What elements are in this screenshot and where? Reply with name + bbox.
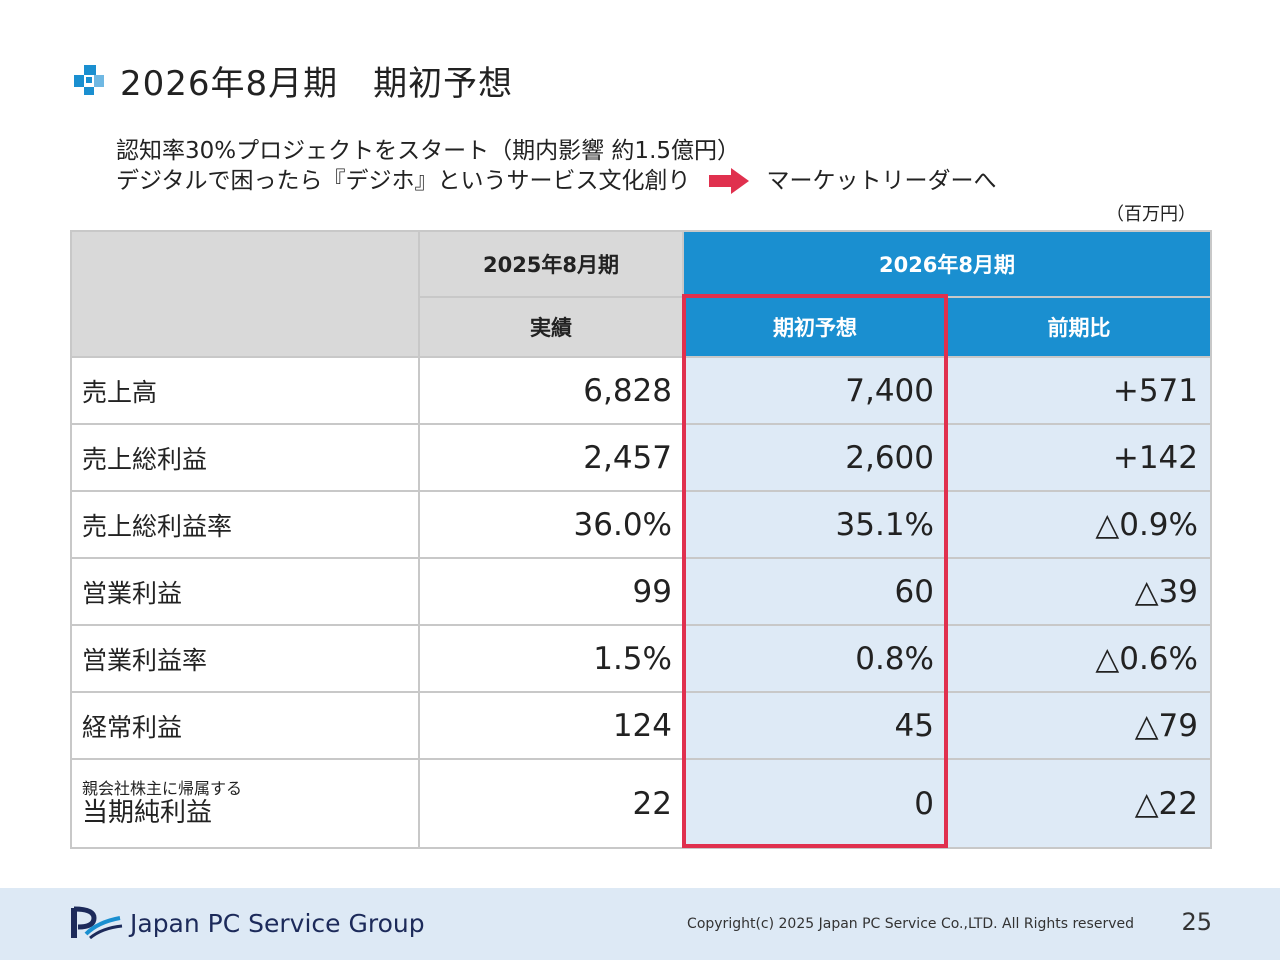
cell-change: △0.9% [946, 490, 1212, 559]
table-row: 経常利益 124 45 △79 [70, 691, 1212, 760]
subtitle-line2-right: マーケットリーダーへ [766, 168, 997, 194]
table-corner-cell [70, 230, 420, 358]
cell-forecast: 0 [682, 758, 948, 849]
cell-change: △22 [946, 758, 1212, 849]
unit-label: （百万円） [1106, 204, 1196, 225]
subheader-forecast: 期初予想 [682, 296, 948, 358]
header-curr-period: 2026年8月期 [682, 230, 1212, 298]
cell-prev: 6,828 [418, 356, 684, 425]
table-row: 親会社株主に帰属する 当期純利益 22 0 △22 [70, 758, 1212, 849]
cell-forecast: 35.1% [682, 490, 948, 559]
subtitle-line2-left: デジタルで困ったら『デジホ』というサービス文化創り [116, 168, 691, 194]
right-arrow-icon [708, 168, 749, 194]
subheader-change: 前期比 [946, 296, 1212, 358]
subtitle-line2: デジタルで困ったら『デジホ』というサービス文化創り マーケットリーダーへ [116, 166, 997, 196]
cell-forecast: 7,400 [682, 356, 948, 425]
cell-change: +571 [946, 356, 1212, 425]
row-label-net-income: 親会社株主に帰属する 当期純利益 [70, 758, 420, 849]
subheader-actual: 実績 [418, 296, 684, 358]
page-title: 2026年8月期 期初予想 [120, 63, 514, 104]
subtitle-line1: 認知率30%プロジェクトをスタート（期内影響 約1.5億円） [116, 138, 741, 164]
table-subheader-row: 実績 期初予想 前期比 [71, 296, 1212, 358]
row-label: 経常利益 [70, 691, 420, 760]
cell-prev: 1.5% [418, 624, 684, 693]
row-label: 売上総利益率 [70, 490, 420, 559]
company-logo-text: Japan PC Service Group [130, 908, 425, 938]
cell-forecast: 45 [682, 691, 948, 760]
cell-change: +142 [946, 423, 1212, 492]
page-number: 25 [1181, 908, 1212, 936]
title-row: 2026年8月期 期初予想 [72, 56, 513, 104]
table-row: 営業利益 99 60 △39 [70, 557, 1212, 626]
table-row: 売上総利益率 36.0% 35.1% △0.9% [70, 490, 1212, 559]
row-label-small: 親会社株主に帰属する [82, 778, 243, 798]
cell-prev: 2,457 [418, 423, 684, 492]
row-label: 営業利益率 [70, 624, 420, 693]
table-header-row: 2025年8月期 2026年8月期 [70, 230, 1212, 358]
cell-prev: 22 [418, 758, 684, 849]
financial-table: 2025年8月期 2026年8月期 実績 期初予想 前期比 売上高 6,828 … [70, 230, 1212, 849]
company-logo-icon [71, 906, 123, 940]
table-row: 営業利益率 1.5% 0.8% △0.6% [70, 624, 1212, 693]
table-row: 売上総利益 2,457 2,600 +142 [70, 423, 1212, 492]
cell-forecast: 60 [682, 557, 948, 626]
row-label: 営業利益 [70, 557, 420, 626]
cell-forecast: 0.8% [682, 624, 948, 693]
copyright-text: Copyright(c) 2025 Japan PC Service Co.,L… [687, 916, 1134, 932]
blue-cross-icon [74, 65, 104, 95]
row-label: 売上高 [70, 356, 420, 425]
cell-change: △39 [946, 557, 1212, 626]
row-label-main: 当期純利益 [82, 797, 213, 828]
cell-change: △79 [946, 691, 1212, 760]
footer: Japan PC Service Group Copyright(c) 2025… [0, 888, 1280, 960]
table-row: 売上高 6,828 7,400 +571 [70, 356, 1212, 425]
row-label: 売上総利益 [70, 423, 420, 492]
cell-change: △0.6% [946, 624, 1212, 693]
header-prev-period: 2025年8月期 [418, 230, 684, 298]
cell-prev: 99 [418, 557, 684, 626]
cell-forecast: 2,600 [682, 423, 948, 492]
subtitle: 認知率30%プロジェクトをスタート（期内影響 約1.5億円） デジタルで困ったら… [116, 136, 997, 196]
company-logo: Japan PC Service Group [70, 904, 425, 942]
cell-prev: 36.0% [418, 490, 684, 559]
cell-prev: 124 [418, 691, 684, 760]
